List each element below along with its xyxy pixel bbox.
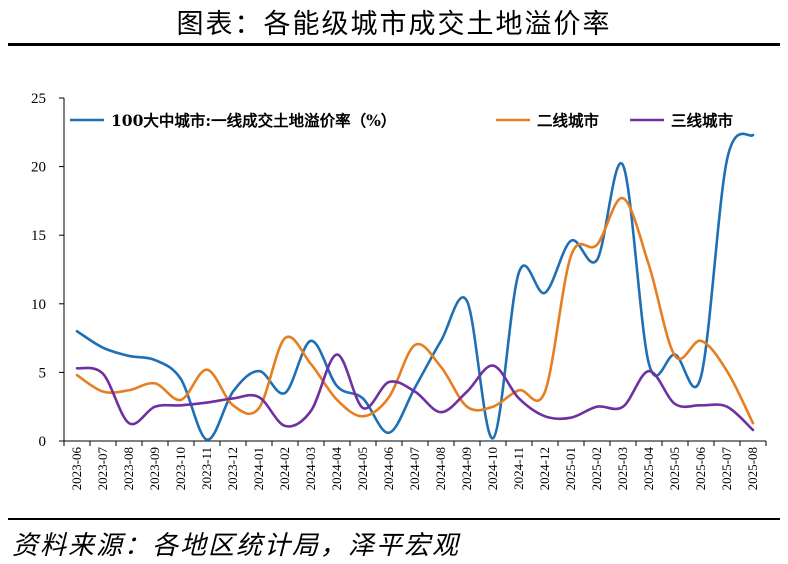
chart-title: 图表：各能级城市成交土地溢价率 <box>176 9 612 40</box>
x-tick-label: 2025-01 <box>563 447 578 490</box>
x-tick-label: 2023-12 <box>225 447 240 490</box>
x-tick-label: 2024-02 <box>277 447 292 490</box>
y-tick-label: 10 <box>31 297 46 313</box>
x-tick-label: 2024-03 <box>303 447 318 490</box>
x-tick-label: 2024-07 <box>407 447 422 491</box>
x-tick-label: 2025-03 <box>615 447 630 490</box>
legend-label-1: 100大中城市:一线成交土地溢价率（%） <box>111 111 396 130</box>
x-tick-label: 2024-04 <box>329 447 344 491</box>
series-line-1 <box>75 132 755 441</box>
y-tick-label: 0 <box>39 434 47 450</box>
x-tick-label: 2023-11 <box>199 447 214 490</box>
x-tick-label: 2025-02 <box>589 447 604 490</box>
source-rule <box>8 518 780 520</box>
x-tick-label: 2024-12 <box>537 447 552 490</box>
x-tick-label: 2025-05 <box>667 447 682 490</box>
y-tick-label: 15 <box>31 228 46 244</box>
x-tick-label: 2024-11 <box>511 447 526 490</box>
x-tick-label: 2024-10 <box>485 447 500 490</box>
x-tick-label: 2024-08 <box>433 447 448 490</box>
x-tick-label: 2023-10 <box>173 447 188 490</box>
x-tick-label: 2024-06 <box>381 447 396 491</box>
line-chart: 0 5 10 15 20 25 2023-06 2023-07 2023-08 2023-09 20… <box>31 91 767 491</box>
x-tick-label: 2023-09 <box>147 447 162 490</box>
chart-series-lines <box>75 132 755 441</box>
series-line-3 <box>75 353 755 432</box>
x-tick-label: 2025-06 <box>693 447 708 491</box>
y-tick-label: 5 <box>39 365 47 381</box>
legend-label-3: 三线城市 <box>671 111 734 130</box>
x-tick-label: 2023-06 <box>69 447 84 491</box>
x-tick-label: 2024-05 <box>355 447 370 490</box>
x-tick-label: 2024-01 <box>251 447 266 490</box>
series-line-2 <box>75 196 755 425</box>
chart-axes: 0 5 10 15 20 25 2023-06 2023-07 2023-08 2023-09 20… <box>31 91 767 491</box>
x-tick-label: 2025-07 <box>719 447 734 491</box>
x-tick-label: 2023-08 <box>121 447 136 490</box>
source-note: 资料来源：各地区统计局，泽平宏观 <box>12 531 461 561</box>
x-tick-label: 2024-09 <box>459 447 474 490</box>
chart-legend: 100大中城市:一线成交土地溢价率（%） 二线城市 三线城市 <box>70 111 734 130</box>
y-tick-label: 20 <box>31 160 46 176</box>
x-tick-label: 2025-08 <box>745 447 760 490</box>
x-tick-label: 2023-07 <box>95 447 110 491</box>
legend-label-2: 二线城市 <box>537 111 600 130</box>
y-tick-label: 25 <box>31 91 46 107</box>
title-rule <box>8 43 780 46</box>
x-tick-label: 2025-04 <box>641 447 656 491</box>
